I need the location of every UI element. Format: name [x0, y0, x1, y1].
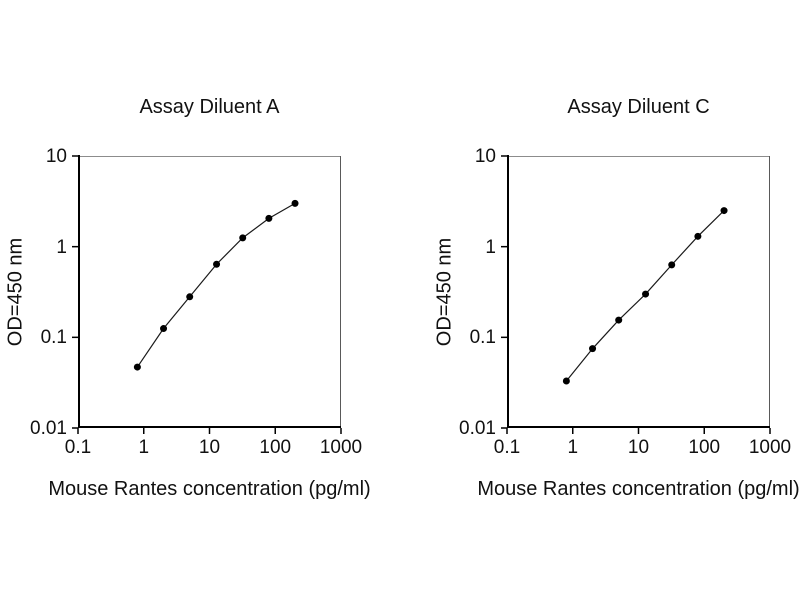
x-tick-label: 1000 [748, 437, 792, 458]
data-point-marker [642, 290, 650, 298]
standard-curve-plot [501, 155, 771, 434]
chart-title: Assay Diluent A [139, 96, 280, 118]
x-tick-label: 0.1 [64, 437, 92, 458]
data-point-marker [213, 260, 221, 268]
x-tick-label: 0.1 [493, 437, 521, 458]
x-tick-label: 100 [259, 437, 292, 458]
plot-area [501, 155, 771, 434]
chart-title: Assay Diluent C [567, 96, 710, 118]
x-tick-label: 10 [198, 437, 221, 458]
data-point-marker [265, 214, 273, 222]
data-point-marker [668, 261, 676, 269]
y-axis-label: OD=450 nm [4, 237, 27, 347]
x-tick-label: 1000 [319, 437, 363, 458]
y-tick-label: 0.1 [469, 327, 496, 349]
data-point-marker [291, 199, 299, 207]
data-point-marker [720, 207, 728, 215]
data-point-marker [562, 377, 570, 385]
plot-area [72, 155, 342, 434]
x-axis-label: Mouse Rantes concentration (pg/ml) [48, 478, 371, 500]
series-line [565, 210, 725, 382]
x-tick-label: 10 [627, 437, 650, 458]
data-point-marker [589, 345, 597, 353]
y-tick-label: 0.01 [30, 418, 67, 439]
y-tick-label: 10 [45, 146, 67, 167]
y-tick-label: 1 [56, 236, 67, 258]
x-tick-label: 1 [567, 437, 579, 458]
data-point-marker [615, 316, 623, 324]
data-point-marker [186, 293, 194, 301]
x-tick-label: 100 [688, 437, 721, 458]
y-tick-label: 0.1 [40, 327, 67, 349]
y-tick-label: 0.01 [459, 418, 496, 439]
y-tick-label: 1 [485, 236, 496, 258]
data-point-marker [694, 232, 702, 240]
series-line [136, 202, 296, 368]
data-point-marker [239, 234, 247, 242]
data-point-marker [160, 325, 168, 333]
y-tick-label: 10 [474, 146, 496, 167]
x-axis-label: Mouse Rantes concentration (pg/ml) [477, 478, 800, 500]
y-axis-label: OD=450 nm [433, 237, 456, 347]
standard-curve-plot [72, 155, 342, 434]
x-tick-label: 1 [138, 437, 150, 458]
data-point-marker [133, 363, 141, 371]
